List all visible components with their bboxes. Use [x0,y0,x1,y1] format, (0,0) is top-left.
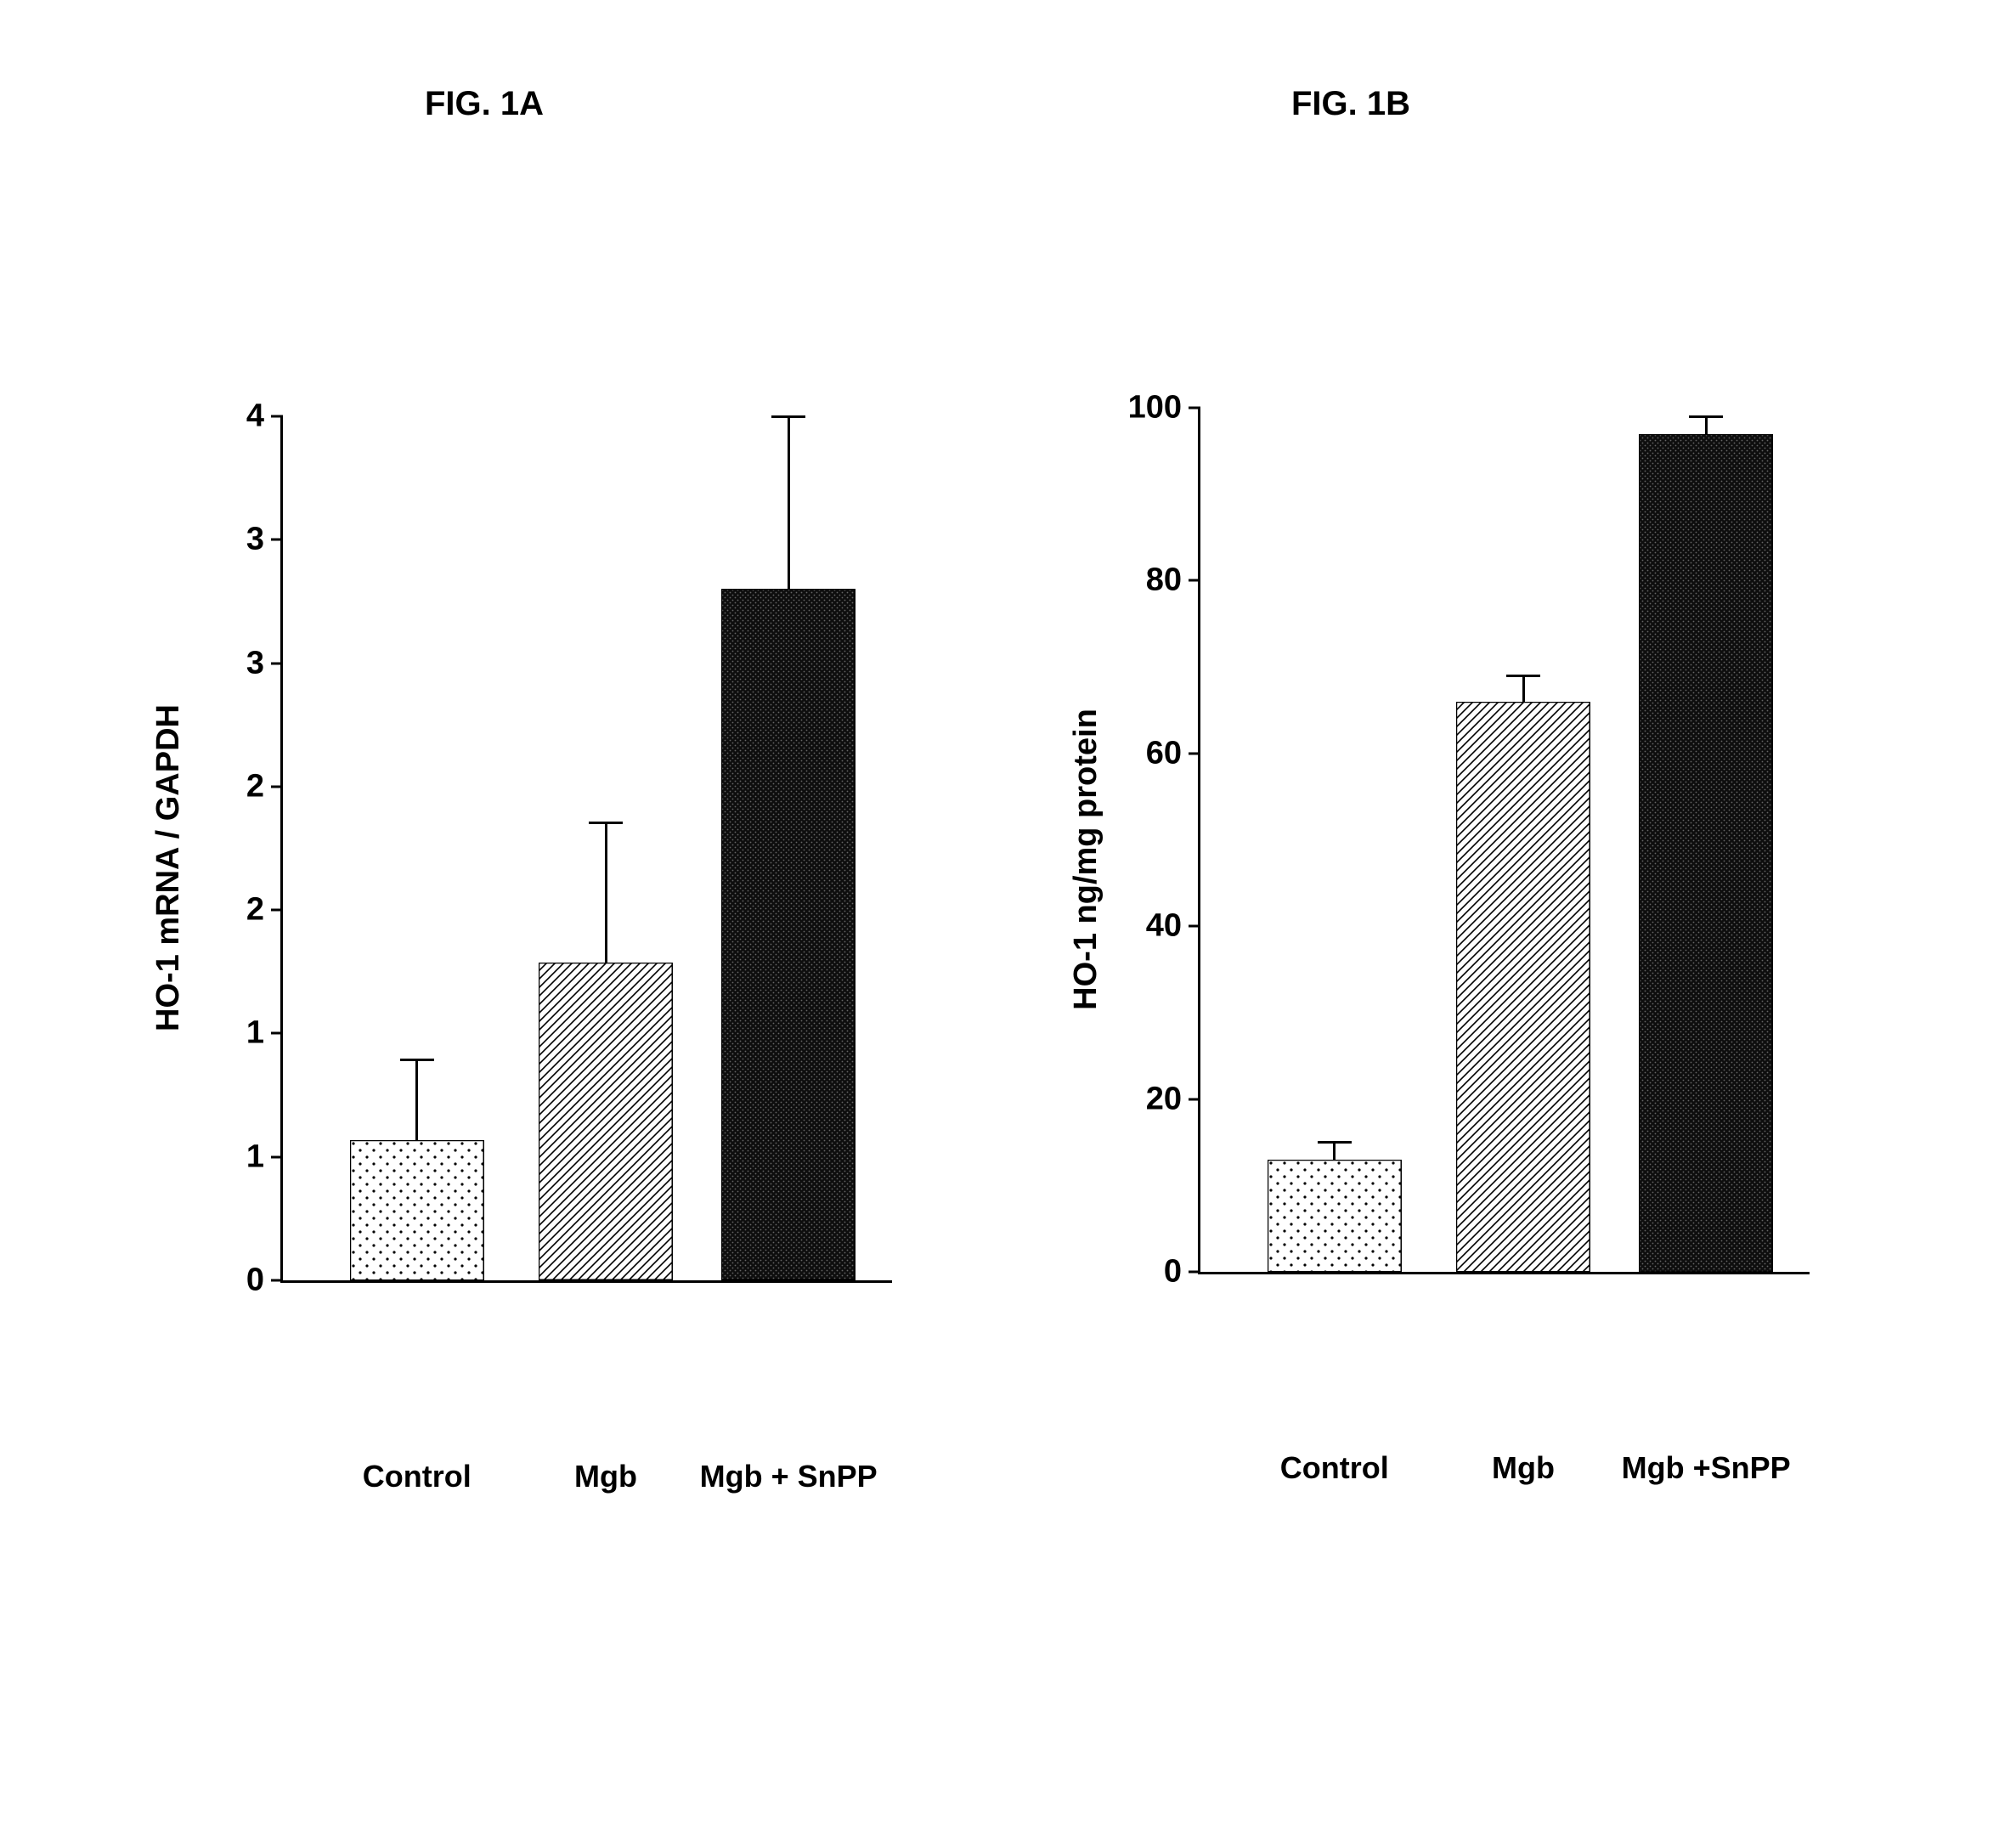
y-tick-mark [1189,579,1200,582]
figure-title-a: FIG. 1A [425,85,544,123]
y-tick-mark [271,785,283,788]
panel-b: 020406080100ControlMgbMgb +SnPP HO-1 ng/… [1198,408,1810,1274]
y-tick: 1 [205,1015,283,1052]
x-category-label: Control [363,1459,472,1494]
panel-b-ylabel: HO-1 ng/mg protein [1068,690,1104,1030]
y-tick-mark [271,539,283,541]
y-tick-label: 4 [205,398,264,435]
y-tick: 4 [205,398,283,435]
y-tick-label: 0 [205,1262,264,1299]
y-tick-mark [271,1279,283,1282]
y-tick: 1 [205,1138,283,1175]
error-bar [605,822,607,963]
y-tick-label: 1 [205,1015,264,1052]
y-tick-mark [1189,1271,1200,1274]
panel-a-ylabel: HO-1 mRNA / GAPDH [150,698,187,1038]
bar [721,589,856,1280]
y-tick: 80 [1122,562,1200,599]
y-tick-label: 0 [1122,1254,1182,1291]
error-cap [1689,415,1723,418]
y-tick-mark [1189,407,1200,410]
y-tick: 3 [205,645,283,681]
bar [539,963,673,1280]
error-bar [788,416,790,589]
y-tick-label: 2 [205,768,264,805]
y-tick-mark [1189,925,1200,928]
x-category-label: Mgb + SnPP [700,1459,878,1494]
error-bar [1333,1142,1336,1159]
panel-a-plot-area: 01122334ControlMgbMgb + SnPP [280,416,892,1283]
panel-a: 01122334ControlMgbMgb + SnPP HO-1 mRNA /… [280,416,892,1283]
y-tick-label: 40 [1122,908,1182,945]
y-tick-mark [271,662,283,664]
figure-title-b: FIG. 1B [1291,85,1410,123]
y-tick-mark [271,1032,283,1035]
y-tick: 40 [1122,908,1200,945]
x-category-label: Mgb [1492,1450,1555,1486]
y-tick-mark [1189,1098,1200,1100]
y-tick-mark [271,415,283,418]
y-tick-label: 20 [1122,1081,1182,1117]
y-tick: 20 [1122,1081,1200,1117]
x-category-label: Mgb [574,1459,637,1494]
x-category-label: Control [1280,1450,1389,1486]
y-tick: 2 [205,892,283,929]
y-tick-label: 100 [1122,390,1182,426]
x-category-label: Mgb +SnPP [1622,1450,1791,1486]
y-tick-label: 2 [205,892,264,929]
y-tick: 2 [205,768,283,805]
bar [1268,1160,1402,1272]
error-cap [1318,1141,1352,1144]
y-tick: 100 [1122,390,1200,426]
y-tick: 0 [1122,1254,1200,1291]
bar [350,1140,484,1280]
error-cap [400,1059,434,1061]
panel-b-plot-area: 020406080100ControlMgbMgb +SnPP [1198,408,1810,1274]
y-tick-mark [271,909,283,912]
y-tick-label: 80 [1122,562,1182,599]
error-bar [1705,416,1708,433]
bar [1639,434,1773,1272]
y-tick: 60 [1122,735,1200,771]
y-tick-label: 3 [205,522,264,558]
y-tick: 0 [205,1262,283,1299]
error-cap [771,415,805,418]
y-tick: 3 [205,522,283,558]
error-cap [1506,675,1540,677]
error-cap [589,822,623,824]
y-tick-mark [271,1155,283,1158]
error-bar [415,1060,418,1140]
error-bar [1522,675,1525,702]
y-tick-label: 3 [205,645,264,681]
y-tick-label: 60 [1122,735,1182,771]
page: FIG. 1A FIG. 1B 01122334ControlMgbMgb + … [0,0,2016,1847]
y-tick-label: 1 [205,1138,264,1175]
bar [1456,702,1590,1272]
y-tick-mark [1189,752,1200,754]
